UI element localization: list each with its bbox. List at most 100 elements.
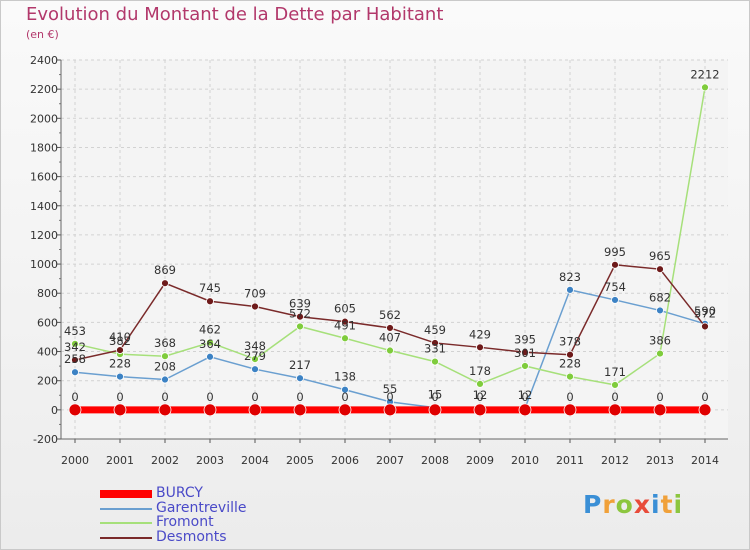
data-point: [68, 403, 82, 417]
data-label: 709: [244, 286, 266, 300]
x-tick-label: 2011: [556, 454, 584, 467]
data-point: [116, 372, 124, 381]
legend-label: Fromont: [156, 514, 214, 530]
data-label: 0: [476, 390, 483, 404]
x-tick-label: 2000: [61, 454, 89, 467]
data-point: [431, 339, 439, 347]
legend-item: Desmonts: [100, 530, 227, 545]
y-tick-label: 800: [37, 287, 58, 300]
data-point: [653, 403, 667, 417]
x-tick-label: 2008: [421, 454, 449, 467]
data-point: [656, 265, 664, 274]
proxiti-logo: Proxiti: [583, 490, 683, 519]
logo-letter: x: [633, 490, 651, 519]
data-label: 382: [109, 334, 131, 348]
legend-item: BURCY: [100, 486, 203, 501]
chart-unit-label: (en €): [26, 28, 59, 41]
data-point: [161, 375, 169, 384]
data-point: [71, 356, 79, 364]
data-label: 12: [518, 388, 533, 402]
x-tick-label: 2009: [466, 454, 494, 467]
data-point: [296, 322, 304, 331]
y-tick-label: 200: [37, 375, 58, 388]
data-label: 453: [64, 324, 86, 338]
data-label: 138: [334, 370, 356, 384]
legend-item: Garentreville: [100, 501, 246, 516]
data-label: 491: [334, 318, 356, 332]
data-label: 682: [649, 290, 671, 304]
data-label: 869: [154, 263, 176, 277]
data-point: [473, 403, 487, 417]
logo-letter: r: [602, 490, 616, 519]
data-point: [656, 306, 664, 315]
data-label: 0: [431, 390, 438, 404]
data-point: [293, 403, 307, 417]
data-point: [206, 297, 214, 306]
y-tick-label: 2200: [30, 83, 58, 96]
data-label: 15: [428, 388, 443, 402]
data-point: [251, 355, 259, 364]
x-tick-label: 2001: [106, 454, 134, 467]
data-label: 572: [289, 306, 311, 320]
data-label: 429: [469, 327, 491, 341]
data-label: 279: [244, 349, 266, 363]
data-label: 0: [701, 390, 708, 404]
data-point: [383, 403, 397, 417]
data-point: [431, 357, 439, 366]
data-label: 0: [566, 390, 573, 404]
data-label: 2212: [690, 67, 719, 81]
data-point: [296, 312, 304, 321]
data-point: [206, 352, 214, 361]
y-tick-label: 400: [37, 346, 58, 359]
data-label: 342: [64, 340, 86, 354]
data-point: [521, 362, 529, 370]
data-label: 995: [604, 245, 626, 259]
data-point: [608, 403, 622, 417]
data-label: 0: [611, 390, 618, 404]
data-label: 459: [424, 323, 446, 337]
data-label: 217: [289, 358, 311, 372]
data-label: 462: [199, 323, 221, 337]
data-label: 0: [206, 390, 213, 404]
logo-letter: P: [583, 490, 603, 519]
data-label: 590: [694, 304, 716, 318]
legend-item: Fromont: [100, 515, 214, 530]
data-label: 228: [109, 357, 131, 371]
data-label: 0: [386, 390, 393, 404]
y-tick-label: 1800: [30, 141, 58, 154]
data-label: 395: [514, 332, 536, 346]
y-tick-label: 2400: [30, 54, 58, 67]
data-label: 228: [559, 357, 581, 371]
y-tick-label: 1600: [30, 171, 58, 184]
data-point: [113, 403, 127, 417]
legend-label: Garentreville: [156, 500, 247, 516]
data-label: 0: [656, 390, 663, 404]
data-point: [476, 379, 484, 388]
data-label: 0: [296, 390, 303, 404]
data-label: 639: [289, 297, 311, 311]
data-point: [566, 285, 574, 294]
logo-letter: t: [660, 490, 674, 519]
data-label: 368: [154, 336, 176, 350]
y-tick-label: 0: [51, 404, 58, 417]
data-point: [611, 381, 619, 389]
data-point: [563, 403, 577, 417]
x-tick-label: 2010: [511, 454, 539, 467]
data-label: 364: [199, 337, 221, 351]
data-label: 12: [473, 388, 488, 402]
x-tick-label: 2004: [241, 454, 269, 467]
data-point: [248, 403, 262, 417]
data-point: [338, 403, 352, 417]
data-point: [161, 352, 169, 361]
data-label: 754: [604, 280, 626, 294]
data-label: 331: [424, 342, 446, 356]
data-label: 171: [604, 365, 626, 379]
x-tick-label: 2014: [691, 454, 719, 467]
data-label: 378: [559, 335, 581, 349]
data-label: 0: [71, 390, 78, 404]
data-point: [161, 279, 169, 288]
data-point: [701, 83, 709, 92]
data-point: [386, 324, 394, 332]
data-point: [341, 334, 349, 343]
